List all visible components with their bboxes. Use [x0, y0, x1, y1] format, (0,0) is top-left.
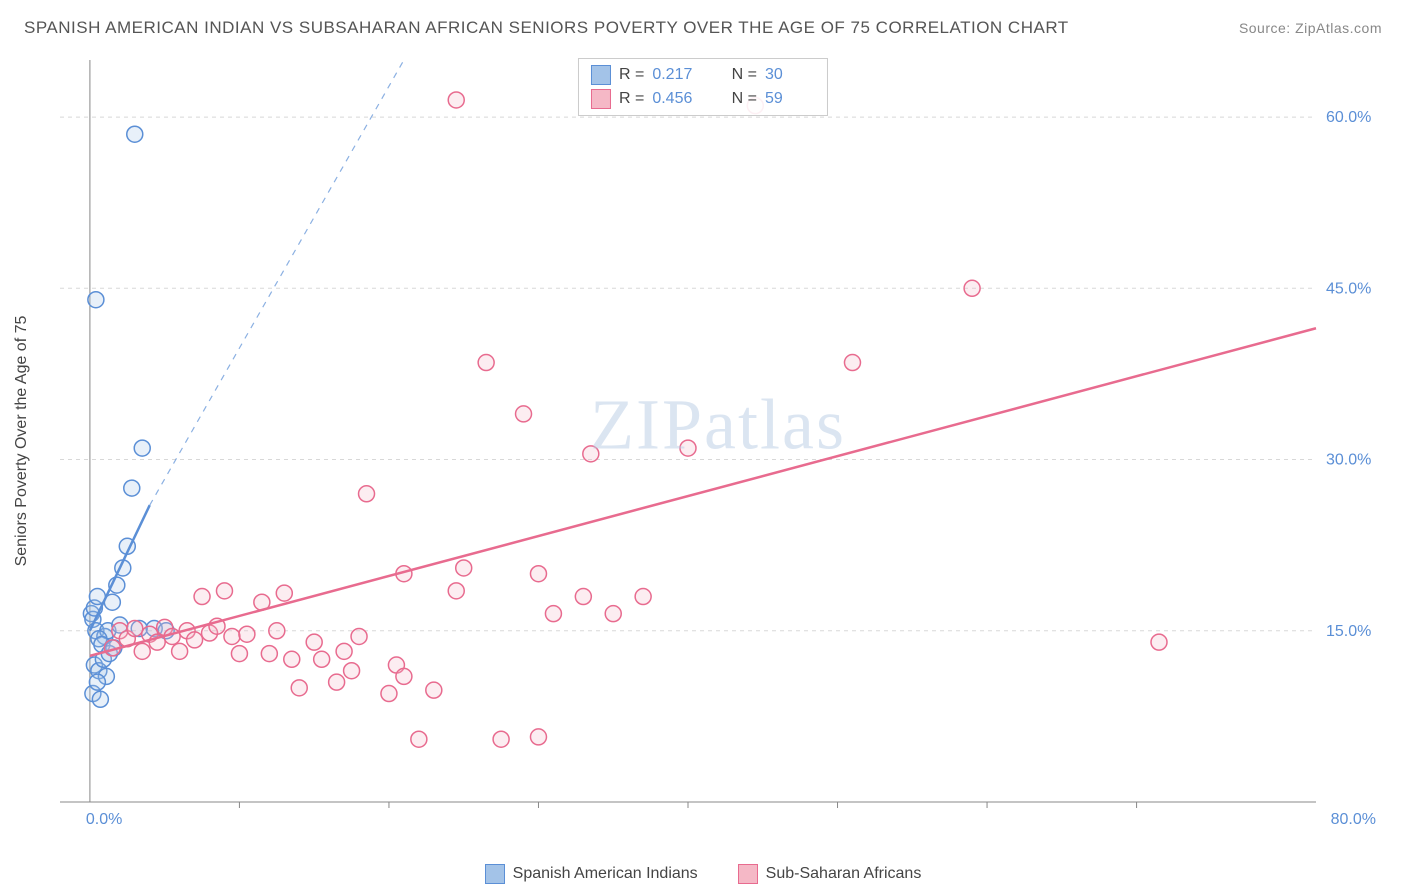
correlation-legend: R = 0.217 N = 30 R = 0.456 N = 59 [578, 58, 828, 116]
legend-swatch [485, 864, 505, 884]
legend-item: Spanish American Indians [485, 864, 698, 884]
n-label: N = [732, 66, 757, 84]
n-value: 30 [765, 66, 815, 84]
series-legend: Spanish American Indians Sub-Saharan Afri… [0, 864, 1406, 884]
chart-area: Seniors Poverty Over the Age of 75 15.0%… [50, 50, 1386, 832]
svg-text:80.0%: 80.0% [1331, 811, 1376, 828]
svg-text:45.0%: 45.0% [1326, 280, 1371, 297]
n-label: N = [732, 90, 757, 108]
legend-swatch [591, 89, 611, 109]
legend-label: Spanish American Indians [513, 865, 698, 883]
svg-text:60.0%: 60.0% [1326, 109, 1371, 126]
source-label: Source: ZipAtlas.com [1239, 20, 1382, 36]
legend-swatch [738, 864, 758, 884]
svg-text:30.0%: 30.0% [1326, 452, 1371, 469]
r-label: R = [619, 90, 644, 108]
scatter-plot: 15.0% 30.0% 45.0% 60.0% 0.0% 80.0% [50, 50, 1386, 832]
n-value: 59 [765, 90, 815, 108]
legend-label: Sub-Saharan Africans [766, 865, 922, 883]
legend-item: Sub-Saharan Africans [738, 864, 922, 884]
chart-inner: 15.0%30.0%45.0%60.0%0.0%80.0% ZIPatlas [50, 50, 1386, 832]
legend-swatch [591, 65, 611, 85]
svg-text:0.0%: 0.0% [86, 811, 122, 828]
chart-title: SPANISH AMERICAN INDIAN VS SUBSAHARAN AF… [24, 18, 1069, 38]
correlation-row: R = 0.217 N = 30 [591, 63, 815, 87]
svg-text:15.0%: 15.0% [1326, 623, 1371, 640]
r-value: 0.217 [652, 66, 702, 84]
title-bar: SPANISH AMERICAN INDIAN VS SUBSAHARAN AF… [24, 18, 1382, 38]
correlation-row: R = 0.456 N = 59 [591, 87, 815, 111]
r-label: R = [619, 66, 644, 84]
y-axis-label: Seniors Poverty Over the Age of 75 [13, 316, 31, 567]
r-value: 0.456 [652, 90, 702, 108]
